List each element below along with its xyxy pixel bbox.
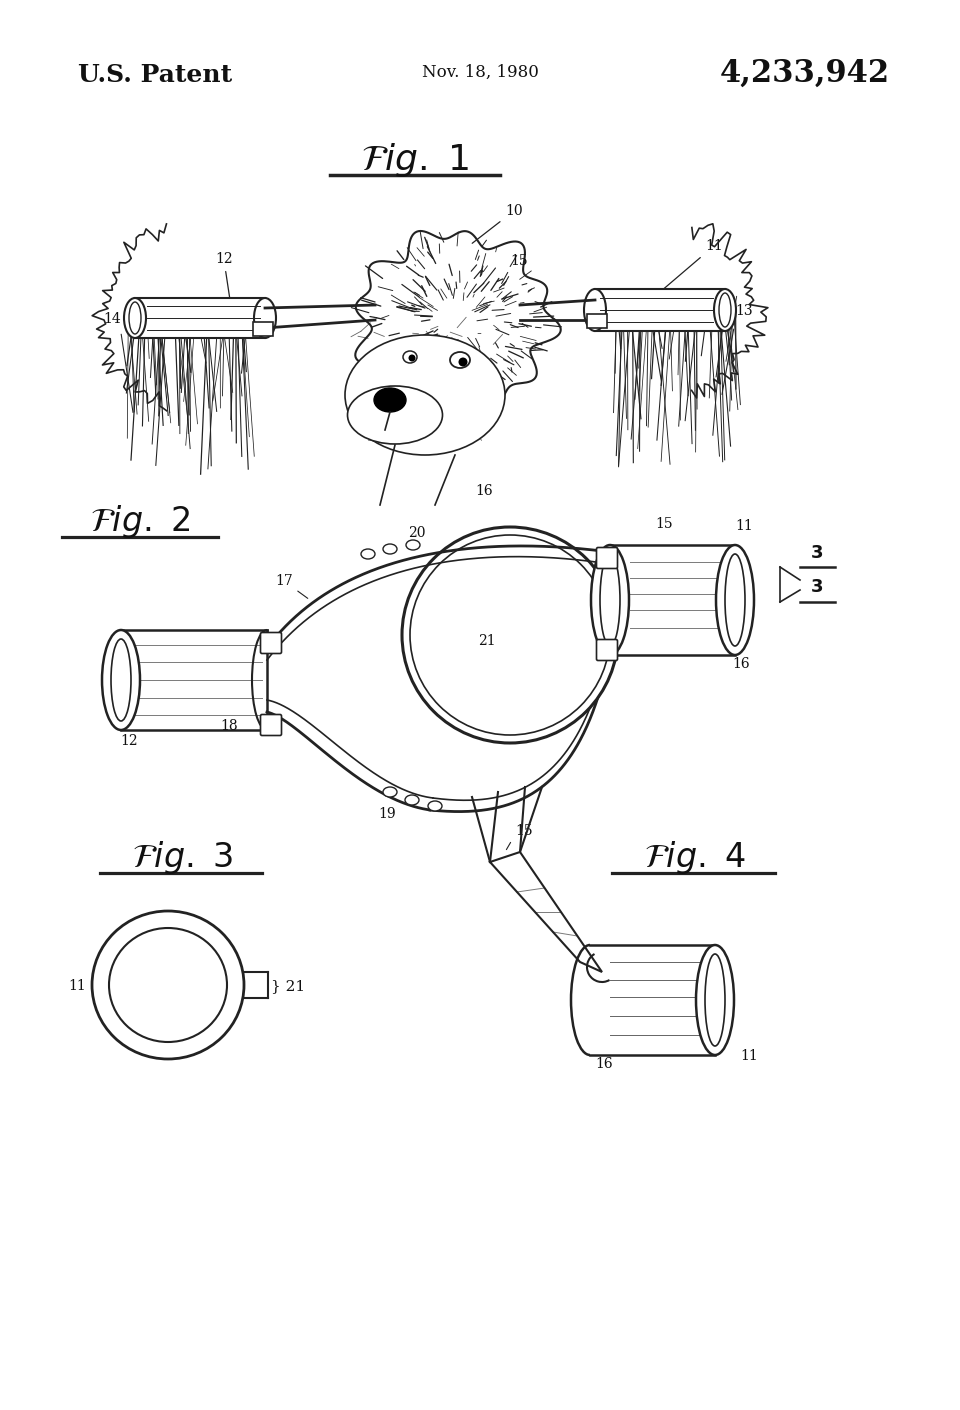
Ellipse shape — [345, 336, 505, 455]
Text: $\mathbf{3}$: $\mathbf{3}$ — [810, 544, 823, 563]
Ellipse shape — [383, 544, 397, 554]
Ellipse shape — [102, 630, 140, 730]
Ellipse shape — [716, 546, 754, 656]
FancyBboxPatch shape — [596, 640, 617, 660]
Ellipse shape — [714, 289, 736, 331]
Text: 15: 15 — [510, 254, 528, 268]
Ellipse shape — [428, 801, 442, 811]
FancyBboxPatch shape — [253, 321, 273, 336]
Text: 13: 13 — [735, 305, 753, 319]
Ellipse shape — [459, 358, 468, 367]
Ellipse shape — [696, 945, 734, 1055]
FancyBboxPatch shape — [587, 314, 607, 329]
Text: 12: 12 — [120, 735, 137, 747]
Text: $\mathcal{F}$$\mathit{ig.\ 4}$: $\mathcal{F}$$\mathit{ig.\ 4}$ — [644, 839, 746, 877]
Ellipse shape — [383, 787, 397, 797]
Text: $\mathcal{F}$$\mathit{ig.\ 2}$: $\mathcal{F}$$\mathit{ig.\ 2}$ — [90, 503, 190, 540]
Text: $\mathcal{F}$$\mathit{ig.\ 3}$: $\mathcal{F}$$\mathit{ig.\ 3}$ — [132, 839, 232, 877]
Text: 11: 11 — [68, 979, 85, 993]
Ellipse shape — [450, 352, 470, 368]
Text: $\mathcal{F}$$\mathit{ig.\ 1}$: $\mathcal{F}$$\mathit{ig.\ 1}$ — [361, 141, 469, 179]
Text: 17: 17 — [275, 574, 308, 598]
Text: } 21: } 21 — [271, 979, 305, 993]
FancyBboxPatch shape — [260, 633, 281, 653]
Ellipse shape — [348, 386, 443, 444]
Text: 15: 15 — [655, 517, 673, 532]
Text: 18: 18 — [220, 719, 238, 733]
Ellipse shape — [402, 527, 618, 743]
Ellipse shape — [591, 546, 629, 656]
Ellipse shape — [254, 298, 276, 338]
Ellipse shape — [92, 911, 244, 1059]
Text: U.S. Patent: U.S. Patent — [78, 63, 232, 87]
Text: $\mathbf{3}$: $\mathbf{3}$ — [810, 578, 823, 596]
Ellipse shape — [409, 354, 416, 361]
Text: 14: 14 — [103, 312, 121, 326]
Ellipse shape — [361, 548, 375, 558]
FancyBboxPatch shape — [135, 298, 265, 338]
Text: Nov. 18, 1980: Nov. 18, 1980 — [421, 63, 539, 80]
Text: 20: 20 — [408, 526, 425, 540]
Text: 4,233,942: 4,233,942 — [720, 58, 890, 89]
Text: 15: 15 — [515, 823, 533, 838]
Ellipse shape — [457, 355, 460, 358]
Text: 16: 16 — [732, 657, 750, 671]
Ellipse shape — [406, 540, 420, 550]
Text: 10: 10 — [472, 204, 522, 244]
Text: 11: 11 — [740, 1049, 757, 1063]
Ellipse shape — [405, 795, 419, 805]
Ellipse shape — [374, 388, 406, 412]
Text: 16: 16 — [475, 484, 492, 498]
FancyBboxPatch shape — [596, 547, 617, 568]
Text: 21: 21 — [478, 634, 495, 649]
Polygon shape — [490, 852, 602, 971]
FancyBboxPatch shape — [595, 289, 725, 331]
Text: 11: 11 — [662, 240, 723, 290]
Text: 16: 16 — [595, 1058, 612, 1072]
Ellipse shape — [403, 351, 417, 362]
Text: 11: 11 — [735, 519, 753, 533]
FancyBboxPatch shape — [260, 715, 281, 736]
Text: 12: 12 — [215, 252, 232, 298]
Ellipse shape — [124, 298, 146, 338]
Ellipse shape — [584, 289, 606, 331]
Text: 19: 19 — [378, 807, 396, 821]
